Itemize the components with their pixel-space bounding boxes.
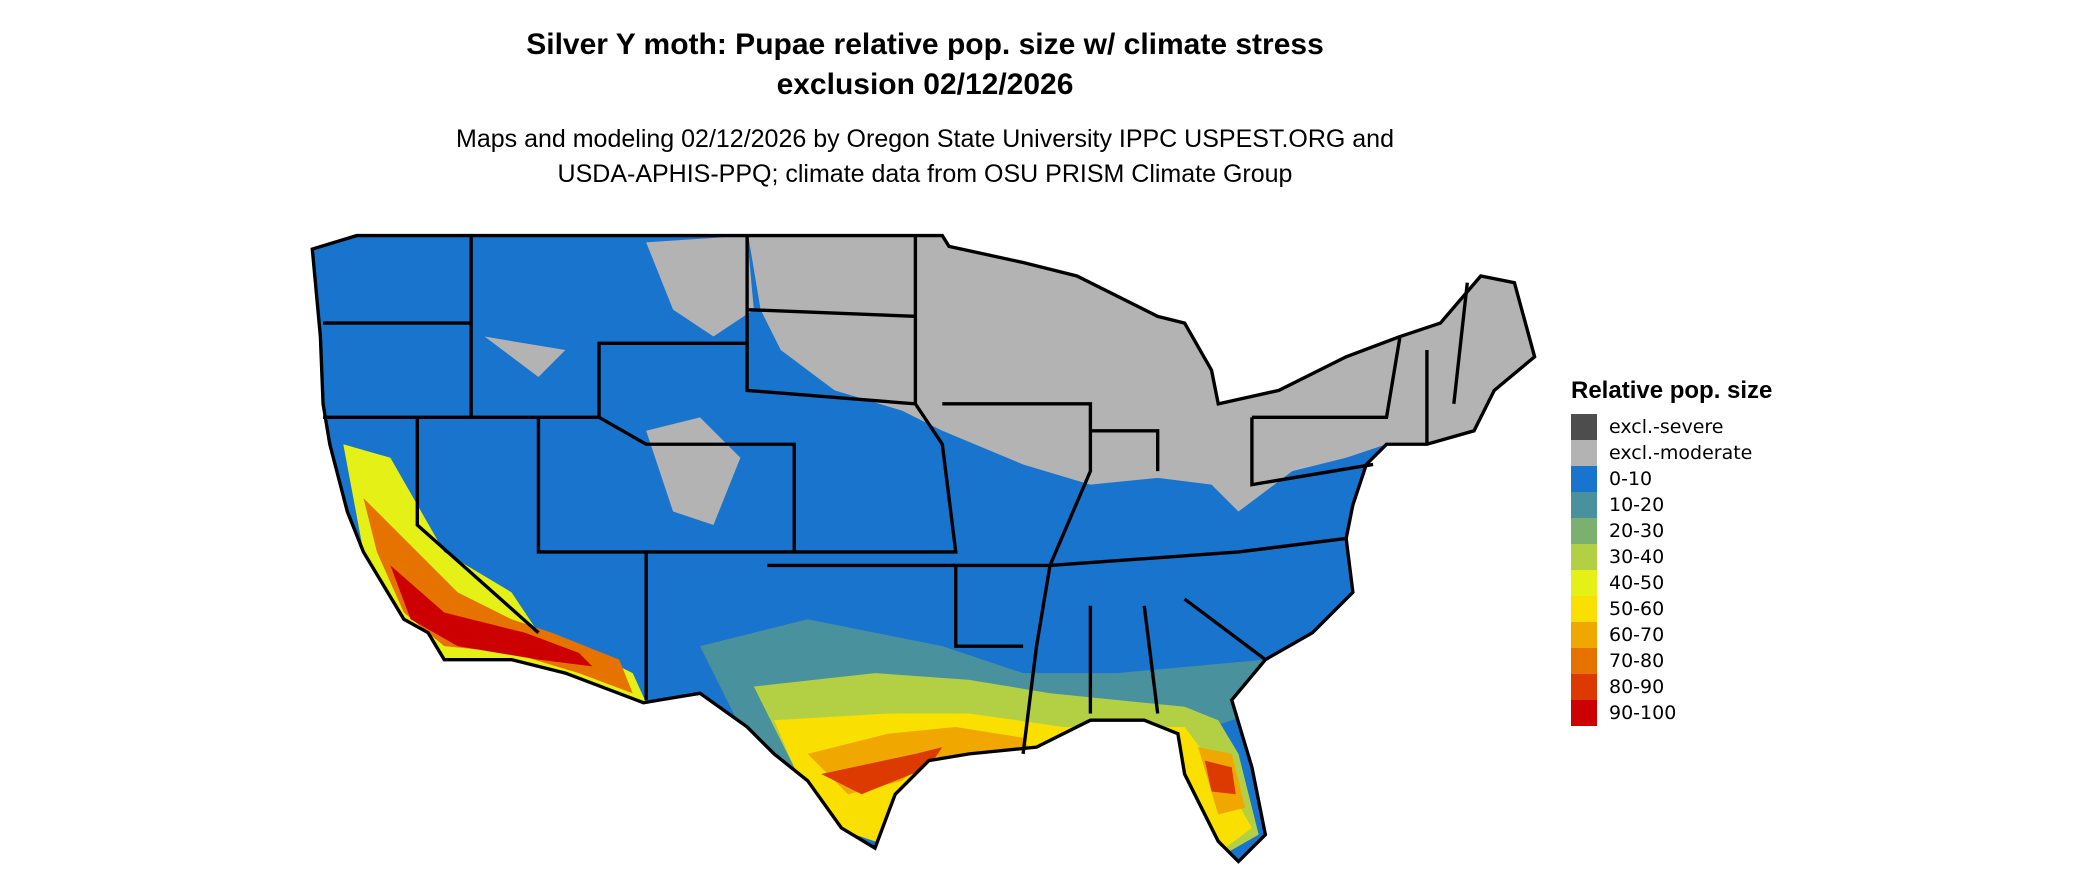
region-90-100-west xyxy=(390,565,593,667)
legend-label: 40-50 xyxy=(1609,572,1665,594)
legend-title: Relative pop. size xyxy=(1571,377,1773,404)
legend-swatch xyxy=(1571,518,1597,544)
legend-item: 80-90 xyxy=(1571,674,1772,700)
legend: Relative pop. size excl.-severe excl.-mod… xyxy=(1571,377,1772,726)
legend-swatch xyxy=(1571,700,1597,726)
legend-label: excl.-severe xyxy=(1609,416,1724,438)
legend-item: 90-100 xyxy=(1571,700,1772,726)
legend-label: 60-70 xyxy=(1609,624,1665,646)
legend-swatch xyxy=(1571,492,1597,518)
legend-swatch xyxy=(1571,466,1597,492)
legend-label: 0-10 xyxy=(1609,468,1653,490)
region-60-70 xyxy=(807,726,1246,815)
region-excl-moderate-west xyxy=(484,235,754,526)
legend-item: 60-70 xyxy=(1571,622,1772,648)
region-70-80-west xyxy=(363,498,633,694)
legend-label: 50-60 xyxy=(1609,598,1665,620)
legend-swatch xyxy=(1571,570,1597,596)
legend-item: 0-10 xyxy=(1571,466,1772,492)
legend-swatch xyxy=(1571,674,1597,700)
legend-item: 50-60 xyxy=(1571,596,1772,622)
state-borders xyxy=(310,233,1537,864)
legend-swatch xyxy=(1571,648,1597,674)
legend-label: 90-100 xyxy=(1609,702,1677,724)
legend-item: 70-80 xyxy=(1571,648,1772,674)
legend-swatch xyxy=(1571,414,1597,440)
legend-item: excl.-moderate xyxy=(1571,440,1772,466)
legend-item: excl.-severe xyxy=(1571,414,1772,440)
legend-label: excl.-moderate xyxy=(1609,442,1753,464)
legend-label: 30-40 xyxy=(1609,546,1665,568)
region-80-90 xyxy=(821,747,1236,795)
legend-label: 20-30 xyxy=(1609,520,1665,542)
map-title-line2: exclusion 02/12/2026 xyxy=(776,68,1074,101)
legend-items: excl.-severe excl.-moderate 0-10 10-20 20-30… xyxy=(1571,414,1772,726)
legend-item: 40-50 xyxy=(1571,570,1772,596)
legend-label: 80-90 xyxy=(1609,676,1665,698)
legend-swatch xyxy=(1571,440,1597,466)
legend-item: 20-30 xyxy=(1571,518,1772,544)
legend-label: 10-20 xyxy=(1609,494,1665,516)
subtitle-line2: USDA-APHIS-PPQ; climate data from OSU PR… xyxy=(557,160,1293,188)
legend-swatch xyxy=(1571,544,1597,570)
subtitle-line1: Maps and modeling 02/12/2026 by Oregon S… xyxy=(456,125,1394,153)
legend-item: 30-40 xyxy=(1571,544,1772,570)
map-title-line1: Silver Y moth: Pupae relative pop. size … xyxy=(526,28,1324,61)
legend-label: 70-80 xyxy=(1609,650,1665,672)
legend-swatch xyxy=(1571,622,1597,648)
legend-item: 10-20 xyxy=(1571,492,1772,518)
legend-swatch xyxy=(1571,596,1597,622)
